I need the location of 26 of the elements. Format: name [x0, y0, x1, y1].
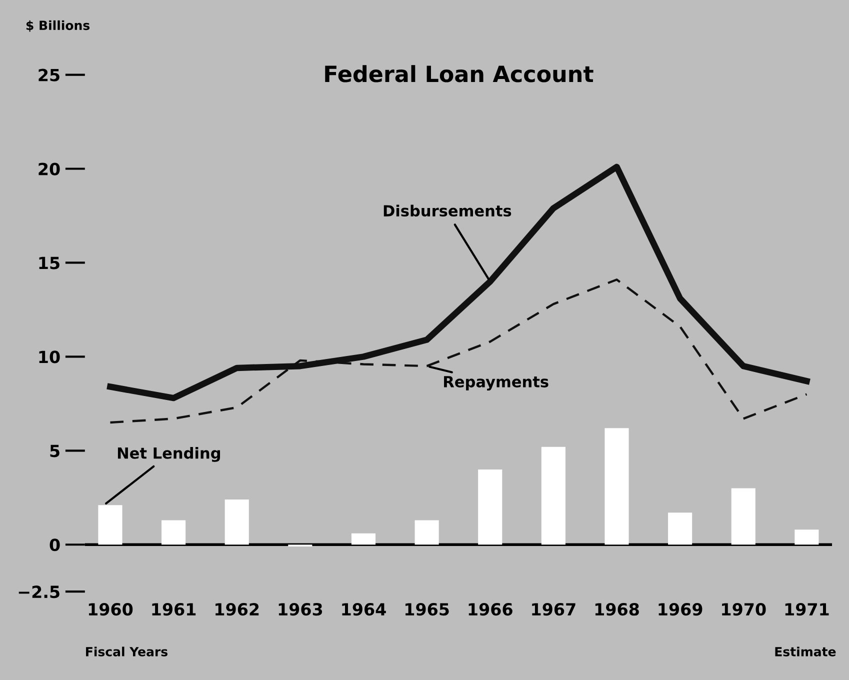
x-tick-label: 1960: [88, 603, 133, 616]
y-tick-label: 5: [50, 444, 60, 458]
y-axis-title: $ Billions: [26, 20, 90, 32]
text: Estimate: [775, 646, 836, 656]
x-tick-label: 1966: [468, 603, 512, 616]
x-tick-label: 1961: [152, 603, 196, 616]
text: Fiscal Years: [86, 646, 168, 656]
x-tick-label: 1964: [342, 603, 386, 616]
y-tick-label: 0: [50, 538, 60, 552]
x-tick-label: 1971: [785, 603, 829, 616]
y-tick-label: 10: [39, 350, 60, 364]
y-tick-label: 25: [38, 68, 60, 82]
x-tick-label: 1970: [722, 603, 766, 616]
chart-title: Federal Loan Account: [325, 65, 594, 82]
y-tick-label: 15: [39, 256, 60, 270]
y-tick-label: −2.5: [18, 586, 60, 598]
x-tick-label: 1965: [405, 603, 449, 616]
series-label: Repayments: [444, 376, 548, 391]
text: Net Lending: [118, 447, 220, 462]
y-tick-label: 20: [38, 162, 60, 176]
x-tick-label: 1967: [532, 603, 576, 616]
x-tick-label: 1963: [278, 603, 322, 616]
x-tick-label: 1962: [216, 603, 259, 616]
series-label: Disbursements: [384, 204, 512, 217]
x-tick-label: 1969: [658, 603, 702, 616]
x-tick-label: 1968: [595, 603, 639, 616]
